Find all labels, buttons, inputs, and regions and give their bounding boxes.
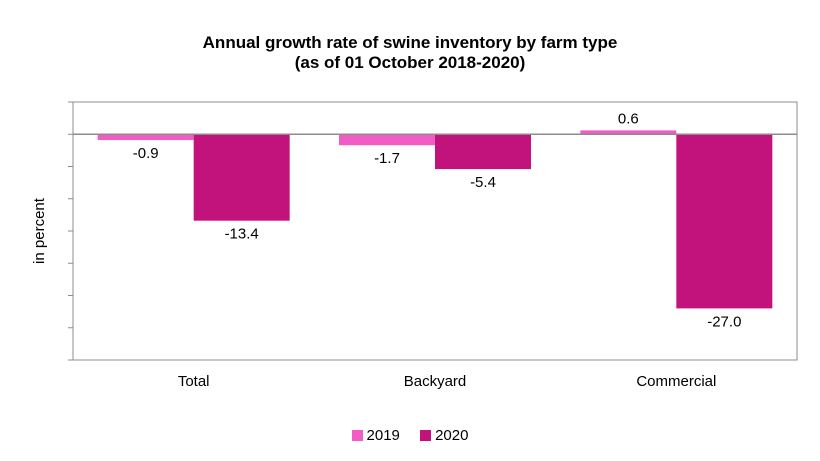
bar-2020-total [193,134,290,221]
data-label-2020-backyard: -5.4 [470,174,496,191]
legend-swatch-2020 [420,430,432,441]
legend-swatch-2019 [351,430,363,441]
data-label-2020-total: -13.4 [225,226,259,243]
legend-item-2020: 2020 [420,427,468,444]
data-label-2020-commercial: -27.0 [707,313,741,330]
bar-2019-backyard [339,134,435,146]
data-label-2019-backyard: -1.7 [374,150,400,167]
bar-2020-commercial [676,134,773,309]
chart-subtitle: (as of 01 October 2018-2020) [294,53,526,72]
x-tick-label-backyard: Backyard [404,373,467,390]
y-axis-label: in percent [31,197,48,264]
legend-label-2019: 2019 [366,427,400,444]
bar-2019-commercial [580,130,677,135]
x-tick-label-total: Total [178,373,210,390]
bar-2020-backyard [435,134,531,170]
chart-title: Annual growth rate of swine inventory by… [202,33,618,52]
x-tick-label-commercial: Commercial [636,373,716,390]
legend-item-2019: 2019 [351,427,400,444]
data-label-2019-commercial: 0.6 [618,110,639,127]
legend-label-2020: 2020 [435,427,469,444]
data-label-2019-total: -0.9 [133,145,159,162]
bar-2019-total [97,134,194,141]
legend: 2019 2020 [0,427,820,444]
